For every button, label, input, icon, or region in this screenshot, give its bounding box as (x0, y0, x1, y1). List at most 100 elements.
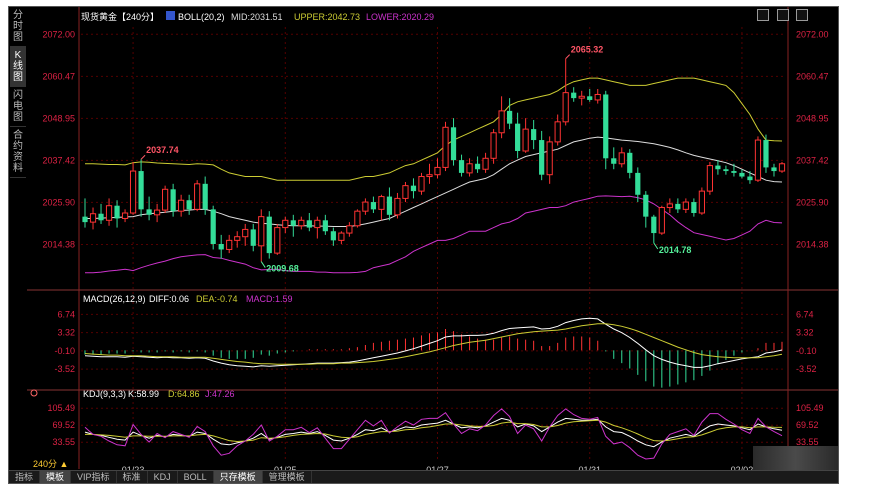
candle-down (410, 185, 417, 192)
kdj-label: KDJ(9,3,3) (83, 389, 126, 399)
candle-up (698, 190, 705, 214)
boll-band-layer (85, 77, 783, 274)
price-marker-label: 2014.78 (659, 245, 692, 255)
tab-template[interactable]: 模板 (40, 471, 72, 483)
price-marker-leader (140, 154, 146, 160)
macd-label: MACD(26,12,9) (83, 294, 146, 304)
candle-down (723, 169, 729, 172)
candle-down (651, 216, 657, 234)
boll-settings-icon[interactable] (166, 11, 175, 20)
tab-boll[interactable]: BOLL (178, 471, 214, 483)
tab-vip-indicator[interactable]: VIP指标 (71, 471, 117, 483)
macd-dea-value: DEA:-0.74 (196, 294, 238, 304)
chart-canvas[interactable]: 2037.74 2009.68 2065.32 2014.78 2072.00 2072… (9, 7, 838, 483)
price-marker-label: 2009.68 (266, 264, 299, 274)
price-marker-leader (565, 54, 571, 60)
tab-kdj[interactable]: KDJ (148, 471, 178, 483)
candle-up (426, 174, 433, 178)
candle-down (386, 196, 393, 215)
candle-down (691, 202, 697, 213)
boll-label: BOLL(20,2) (178, 12, 225, 22)
candle-up (554, 121, 561, 143)
candle-up (594, 93, 601, 101)
kdj-layer (84, 408, 783, 460)
candle-up (154, 209, 161, 216)
candle-down (603, 94, 609, 159)
candle-down (202, 183, 208, 210)
tab-standard[interactable]: 标准 (117, 471, 148, 483)
zoom-in-icon[interactable] (757, 9, 770, 21)
candle-down (539, 140, 545, 175)
y-tick-label-right: 2072.00 (796, 29, 829, 39)
kdj-settings-icon[interactable] (30, 389, 38, 397)
candle-down (98, 213, 104, 221)
macd-diff-value: DIFF:0.06 (149, 294, 189, 304)
candle-down (715, 165, 721, 170)
kdj-j-value: J:47.26 (205, 389, 235, 399)
y-tick-label-right: -0.10 (796, 346, 817, 356)
zoom-out-icon[interactable] (776, 9, 789, 21)
y-tick-label-left: 2037.42 (42, 155, 75, 165)
y-tick-label-left: -3.52 (54, 364, 75, 374)
candle-down (170, 189, 176, 212)
y-tick-label-right: 69.52 (796, 420, 819, 430)
y-tick-label-right: 2060.47 (796, 71, 829, 81)
y-tick-label-right: 2037.42 (796, 155, 829, 165)
candle-down (531, 129, 537, 141)
instrument-title: 现货黄金【240分】 (81, 11, 159, 22)
view-tabs: 分时图 K线图 闪电图 合约资料 (9, 7, 27, 178)
candle-down (635, 172, 641, 195)
period-button[interactable]: 240分 ▲ (33, 459, 68, 469)
candle-up (402, 185, 409, 199)
settings-icon[interactable] (796, 9, 808, 21)
candle-up (242, 228, 249, 238)
tab-save-template[interactable]: 只存模板 (213, 471, 263, 483)
y-tick-label-right: 2025.90 (796, 197, 829, 207)
tab-flash[interactable]: 闪电图 (10, 87, 26, 127)
candle-up (298, 219, 305, 227)
candle-down (515, 123, 521, 151)
y-tick-label-right: 6.74 (796, 309, 814, 319)
tab-contract-info[interactable]: 合约资料 (10, 127, 26, 178)
candle-up (434, 166, 441, 176)
kdj-d-line (85, 419, 783, 443)
y-tick-label-left: 105.49 (47, 403, 75, 413)
price-marker-layer: 2037.74 2009.68 2065.32 2014.78 (140, 45, 692, 274)
tab-manage-template[interactable]: 管理模板 (263, 471, 312, 483)
candle-down (330, 231, 336, 241)
y-tick-label-left: 2060.47 (42, 71, 75, 81)
y-tick-label-left: 6.74 (57, 309, 75, 319)
candle-up (226, 239, 233, 250)
candle-up (418, 176, 425, 192)
y-tick-label-right: 105.49 (796, 403, 824, 413)
candle-down (675, 203, 681, 210)
macd-dea-line (84, 323, 783, 365)
candle-down (507, 110, 513, 124)
candle-up (618, 152, 625, 165)
candle-down (763, 140, 769, 168)
candle-up (178, 199, 185, 212)
candle-down (218, 244, 224, 250)
candle-up (105, 205, 113, 221)
candle-up (666, 203, 673, 209)
candle-up (362, 201, 369, 212)
candle-layer (82, 58, 786, 262)
blurred-region (753, 446, 838, 470)
y-tick-label-left: 33.55 (52, 437, 75, 447)
tab-kline[interactable]: K线图 (10, 47, 26, 87)
candle-up (338, 232, 345, 241)
candle-down (474, 163, 481, 170)
tab-intraday[interactable]: 分时图 (10, 7, 26, 47)
price-marker-leader (260, 261, 266, 268)
candle-up (258, 216, 265, 247)
candle-up (121, 212, 129, 219)
candle-up (129, 170, 137, 214)
grid-layer (27, 7, 838, 469)
candle-down (82, 216, 88, 223)
tab-indicator[interactable]: 指标 (9, 471, 41, 483)
kdj-d-value: D:64.86 (168, 389, 200, 399)
candle-down (739, 172, 745, 177)
candle-up (194, 183, 201, 210)
candle-down (370, 202, 377, 210)
boll-lower-line (85, 195, 783, 274)
